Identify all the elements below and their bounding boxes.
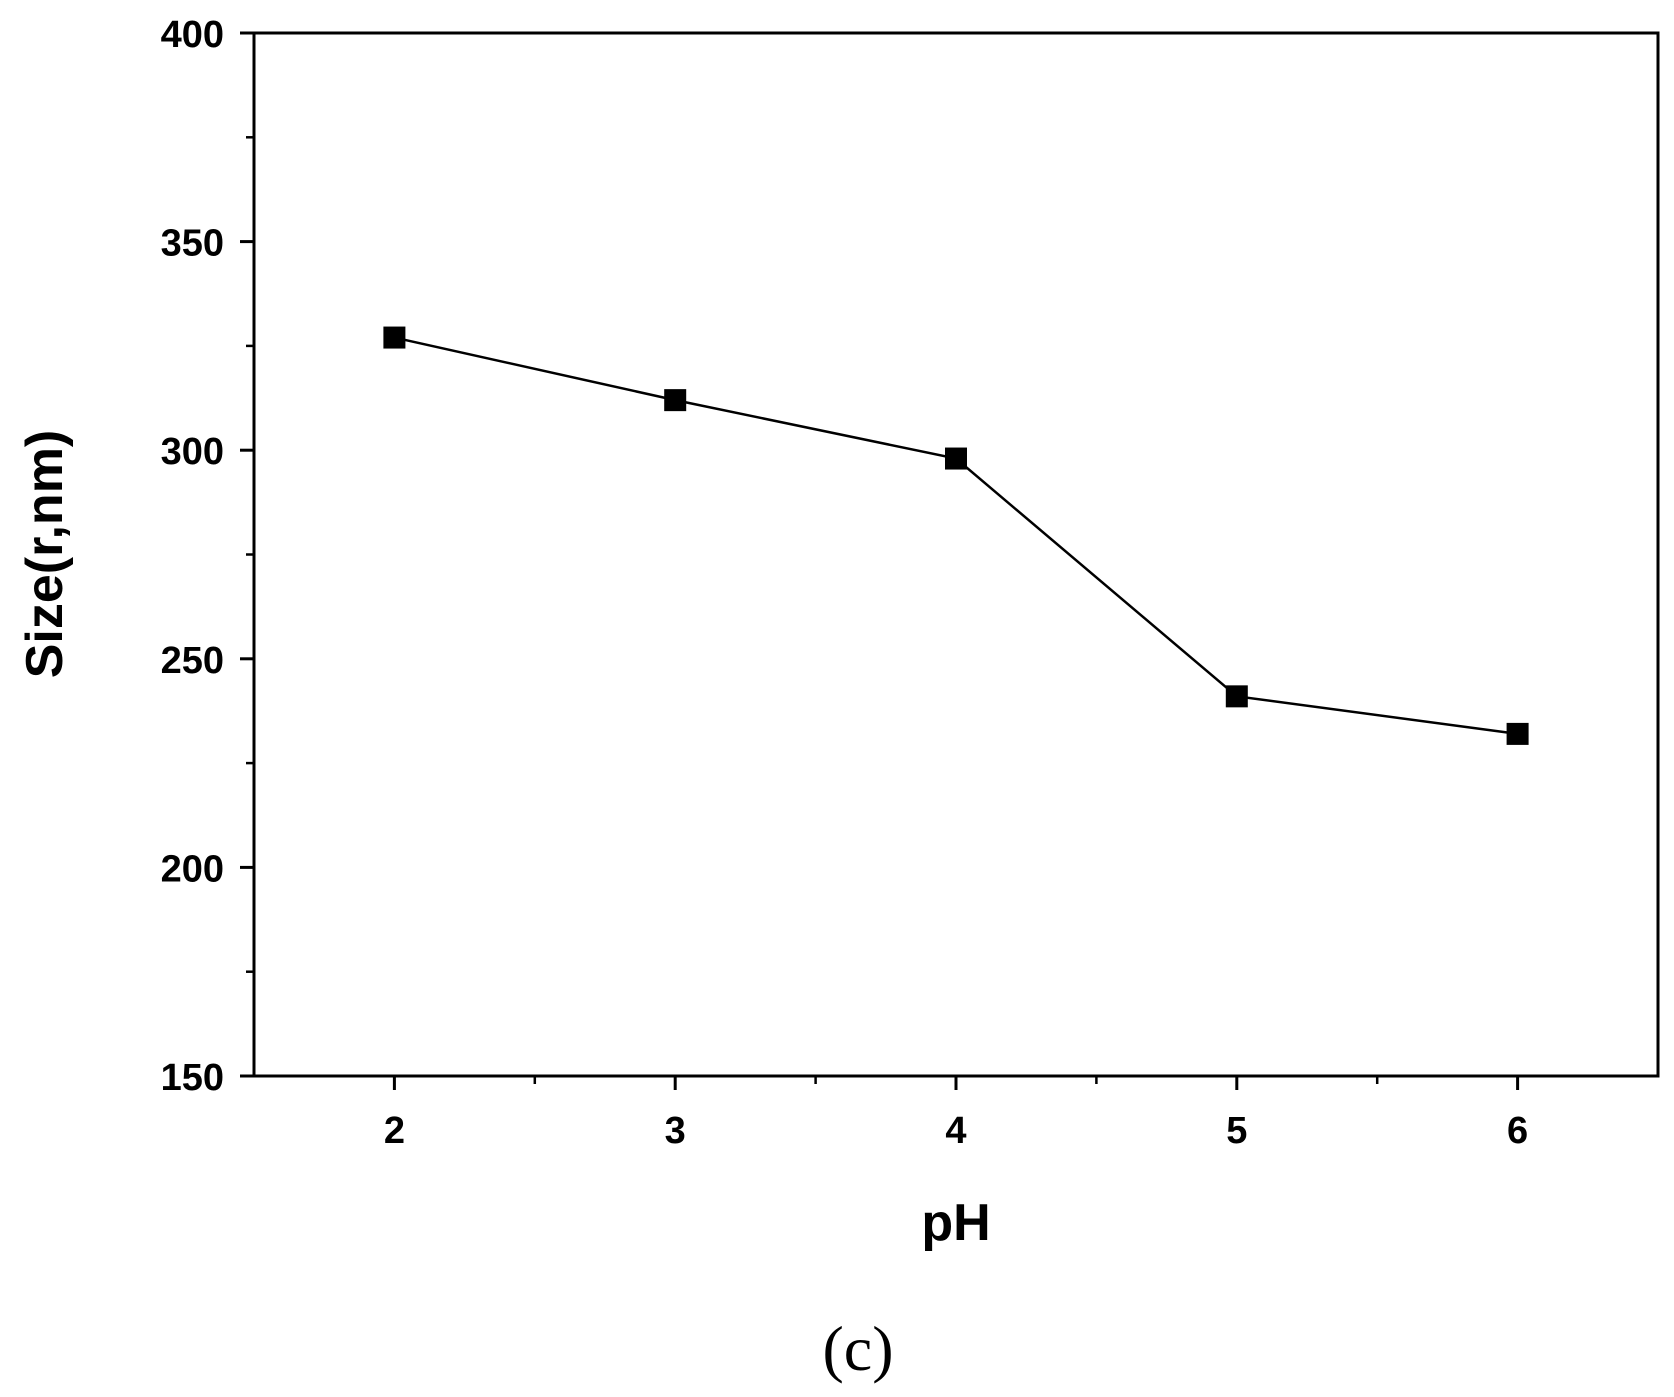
y-tick-label: 400 — [161, 14, 224, 56]
x-axis-ticks — [392, 1076, 1520, 1090]
y-axis-ticks — [240, 31, 254, 1078]
data-point-marker — [1225, 685, 1248, 708]
x-tick-label: 5 — [1226, 1110, 1247, 1152]
x-tick-label: 3 — [665, 1110, 686, 1152]
data-point-marker — [664, 389, 687, 412]
series-markers — [383, 326, 1529, 745]
y-tick-label: 300 — [161, 431, 224, 473]
y-tick-label: 350 — [161, 223, 224, 265]
panel-label: (c) — [822, 1313, 893, 1384]
series-line — [394, 336, 1518, 736]
y-tick-label: 250 — [161, 640, 224, 682]
x-tick-label: 2 — [384, 1110, 405, 1152]
data-point-marker — [1506, 722, 1529, 745]
data-point-marker — [945, 447, 967, 470]
y-axis-tick-labels: 150 200 250 300 350 400 — [161, 14, 224, 1099]
x-axis-tick-labels: 2 3 4 5 6 — [384, 1110, 1528, 1152]
plot-frame — [252, 31, 1660, 1078]
y-axis-title: Size(r,nm) — [16, 430, 74, 679]
y-tick-label: 200 — [161, 848, 224, 890]
x-axis-title: pH — [921, 1194, 990, 1252]
x-tick-label: 6 — [1507, 1110, 1528, 1152]
x-tick-label: 4 — [945, 1110, 966, 1152]
y-tick-label: 150 — [161, 1057, 224, 1099]
data-point-marker — [383, 326, 406, 349]
